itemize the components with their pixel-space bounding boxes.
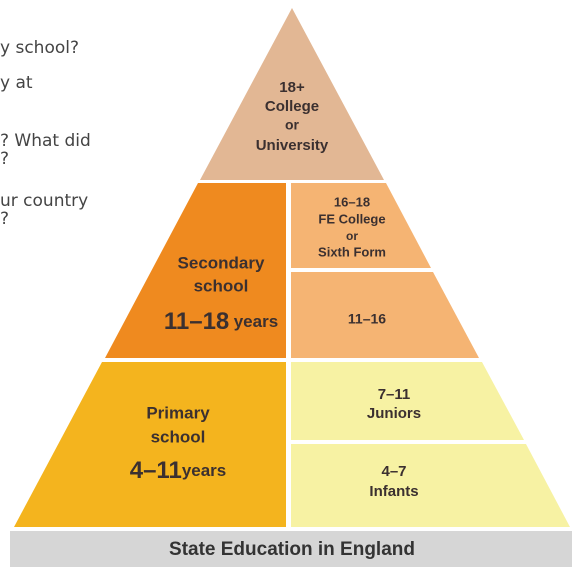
labels: 18+ College or University Secondary scho…: [130, 79, 421, 500]
intro-line: y school?: [0, 38, 79, 58]
label: or: [285, 117, 300, 133]
label: Sixth Form: [318, 244, 386, 259]
label: Infants: [369, 483, 418, 500]
intro-line: ?: [0, 149, 9, 169]
label: University: [256, 137, 329, 154]
footer-band: [10, 531, 572, 567]
label: 11–16: [348, 311, 386, 327]
label: 18+: [279, 79, 305, 96]
intro-line: ? What did: [0, 131, 91, 151]
label: 16–18: [334, 194, 370, 209]
label: Secondary: [178, 253, 265, 272]
tier-juniors: [291, 362, 524, 440]
age-label: 11–18 years: [164, 308, 278, 335]
intro-line: y at: [0, 73, 33, 93]
label: school: [194, 276, 249, 295]
label: 7–11: [378, 386, 411, 403]
label: FE College: [318, 211, 385, 226]
label: school: [151, 427, 206, 446]
label: 4–7: [381, 463, 406, 480]
age-label: 4–11years: [130, 457, 227, 484]
tier-primary: [14, 362, 286, 527]
tier-secondary: [105, 183, 286, 358]
label: College: [265, 98, 319, 115]
tier-lower-secondary: [291, 272, 479, 358]
ages: 4–11: [130, 457, 182, 484]
label: or: [346, 229, 358, 243]
label: Juniors: [367, 405, 421, 422]
tier-infants: [291, 444, 570, 527]
ages: 11–18: [164, 308, 229, 335]
intro-line: ?: [0, 209, 9, 229]
footer-title: State Education in England: [169, 539, 415, 560]
intro-line: ur country: [0, 191, 88, 211]
label: Primary: [146, 403, 210, 422]
pyramid: [14, 8, 570, 527]
unit: years: [234, 312, 278, 331]
tier-university: [200, 8, 384, 180]
tier-sixth-form: [291, 183, 431, 268]
intro-text: y school? y at ? What did ? ur country ?: [0, 38, 91, 229]
unit: years: [182, 461, 226, 480]
